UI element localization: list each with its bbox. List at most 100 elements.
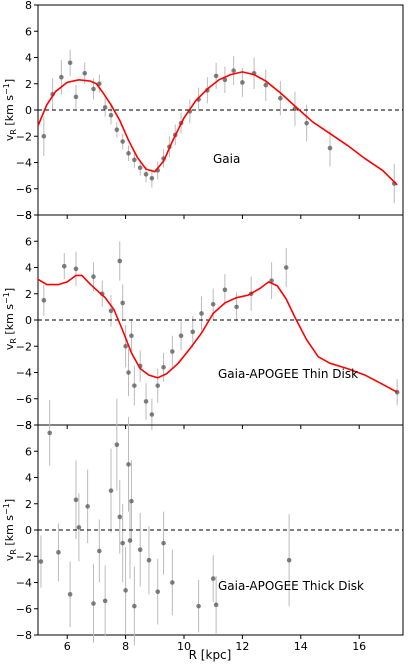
panel-title: Gaia-APOGEE Thick Disk <box>218 579 364 593</box>
panel-gaia-apogee-thick-disk: −8 −6 −4 −2 0 2 4 6 8 6 8 10 12 14 16 Gaia-APOGEE Thick… <box>16 398 404 653</box>
y-tick-label: −2 <box>16 340 32 353</box>
y-tick-label: −6 <box>16 603 32 616</box>
y-label-unit: [km s <box>3 304 16 338</box>
y-tick-label: −4 <box>16 577 32 590</box>
y-tick-label: 6 <box>25 445 32 458</box>
x-tick-label: 16 <box>352 640 366 653</box>
fit-curve <box>37 71 398 186</box>
data-point <box>73 266 79 272</box>
y-tick-label: 0 <box>25 524 32 537</box>
y-label-sub: R <box>9 129 18 135</box>
y-label-close: ] <box>3 499 16 503</box>
data-point <box>114 442 120 447</box>
data-point <box>82 70 88 76</box>
panel-title: Gaia <box>213 152 240 166</box>
data-point <box>108 112 114 118</box>
data-point <box>286 557 292 563</box>
data-point <box>41 298 47 303</box>
y-tick-label: 0 <box>25 314 32 327</box>
data-point <box>155 383 161 388</box>
data-point <box>222 287 228 293</box>
data-point <box>102 105 108 110</box>
data-point <box>213 602 219 608</box>
y-tick-label: −6 <box>16 183 32 196</box>
data-point <box>91 601 96 606</box>
y-tick-label: −8 <box>16 419 32 432</box>
data-point <box>263 82 269 88</box>
y-tick-label: −4 <box>16 367 32 380</box>
data-point <box>120 139 125 144</box>
data-point <box>73 94 79 100</box>
y-label-unit: [km s <box>3 95 16 129</box>
data-point <box>234 304 239 310</box>
x-tick-label: 10 <box>177 640 191 653</box>
data-point <box>117 514 123 520</box>
data-point <box>120 300 125 306</box>
y-label-unit: [km s <box>3 515 16 549</box>
x-tick-label: 6 <box>64 640 71 653</box>
data-point <box>231 68 236 73</box>
data-point <box>85 504 90 509</box>
y-tick-label: 4 <box>25 262 32 275</box>
y-tick-label: 0 <box>25 104 32 117</box>
data-point <box>127 538 133 543</box>
y-axis-label-0: vR [km s−1] <box>2 79 18 141</box>
svg-text:vR [km s−1]: vR [km s−1] <box>2 288 18 350</box>
data-point <box>132 603 137 609</box>
data-point <box>73 497 79 503</box>
data-point <box>41 133 47 139</box>
data-point <box>170 349 175 354</box>
y-label-close: ] <box>3 288 16 292</box>
y-tick-label: 2 <box>25 498 32 511</box>
data-point <box>114 127 120 132</box>
data-point <box>120 540 125 546</box>
y-tick-label: 4 <box>25 472 32 485</box>
data-point <box>199 311 204 316</box>
y-tick-label: 6 <box>25 25 32 38</box>
data-point <box>137 165 143 171</box>
data-point <box>222 77 228 83</box>
y-label-v: v <box>3 134 16 141</box>
y-tick-label: −8 <box>16 209 32 222</box>
data-point <box>269 278 274 283</box>
data-point <box>76 525 82 530</box>
data-point <box>283 265 289 270</box>
y-label-sub: R <box>9 549 18 555</box>
x-tick-label: 12 <box>235 640 249 653</box>
data-point <box>108 488 114 493</box>
data-point <box>149 175 155 181</box>
data-point <box>304 120 309 126</box>
y-tick-label: −4 <box>16 157 32 170</box>
data-point <box>210 301 216 307</box>
y-label-close: ] <box>3 79 16 83</box>
data-point <box>196 603 201 609</box>
x-tick-label: 8 <box>122 640 129 653</box>
y-tick-label: −2 <box>16 550 32 563</box>
y-axis-label-1: vR [km s−1] <box>2 288 18 350</box>
y-axis-label-2: vR [km s−1] <box>2 499 18 561</box>
y-label-exp: −1 <box>2 292 11 304</box>
y-label-v: v <box>3 554 16 561</box>
data-point <box>161 540 166 546</box>
data-point <box>123 343 128 349</box>
data-point <box>178 333 184 339</box>
x-tick-label: 14 <box>294 640 308 653</box>
data-point <box>129 498 134 504</box>
data-point <box>170 580 175 585</box>
data-point <box>59 74 64 80</box>
data-point <box>91 274 96 279</box>
y-tick-label: −2 <box>16 130 32 143</box>
data-point <box>327 145 333 151</box>
data-point <box>67 592 73 597</box>
data-point <box>123 588 128 593</box>
data-point <box>56 550 61 555</box>
y-tick-label: 4 <box>25 52 32 65</box>
y-tick-label: 6 <box>25 235 32 248</box>
svg-text:vR [km s−1]: vR [km s−1] <box>2 79 18 141</box>
data-point <box>38 559 44 564</box>
data-point <box>155 589 161 594</box>
x-axis-label: R [kpc] <box>189 648 232 662</box>
data-point <box>117 258 123 264</box>
data-point <box>91 86 96 92</box>
